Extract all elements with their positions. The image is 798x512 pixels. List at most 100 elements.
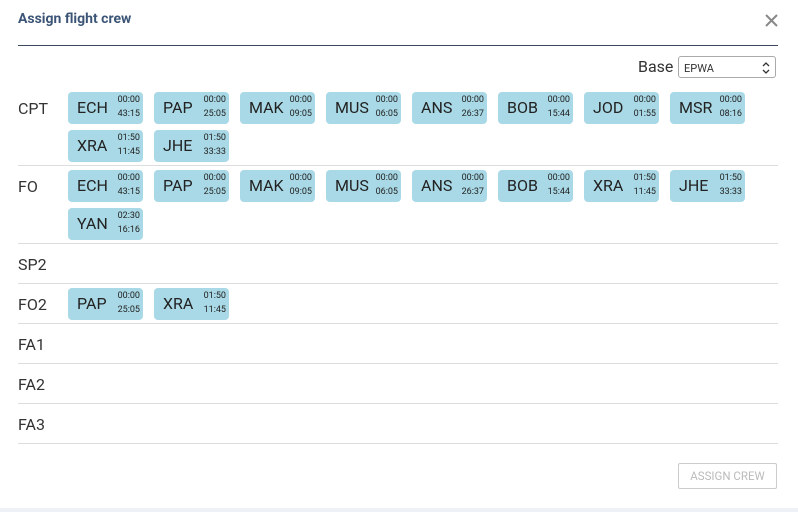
crew-time: 01:50 (203, 291, 226, 301)
crew-time: 25:05 (203, 109, 226, 119)
crew-time: 00:00 (203, 173, 226, 183)
crew-chip[interactable]: XRA 01:50 11:45 (154, 288, 229, 320)
crew-code: MUS (335, 176, 369, 195)
crew-code: ANS (421, 98, 453, 117)
crew-chip[interactable]: XRA 01:50 11:45 (584, 170, 659, 202)
crew-time: 26:37 (461, 187, 484, 197)
crew-code: JHE (679, 176, 709, 195)
crew-chip[interactable]: BOB 00:00 15:44 (498, 92, 573, 124)
crew-time: 00:00 (375, 173, 398, 183)
crew-time: 00:00 (117, 95, 140, 105)
crew-time: 00:00 (289, 95, 312, 105)
crew-time: 25:05 (117, 305, 140, 315)
crew-time: 11:45 (633, 187, 656, 197)
role-label: FO2 (18, 295, 47, 314)
assign-button[interactable]: ASSIGN CREW (678, 463, 777, 489)
crew-chip[interactable]: XRA 01:50 11:45 (68, 130, 143, 162)
crew-table: CPT ECH 00:00 43:15 PAP 00:00 25:05 MAK 00:00 09:… (18, 88, 778, 444)
divider (18, 45, 778, 46)
crew-code: PAP (163, 176, 193, 195)
crew-time: 15:44 (547, 109, 570, 119)
crew-time: 25:05 (203, 187, 226, 197)
crew-chip[interactable]: ANS 00:00 26:37 (412, 170, 487, 202)
crew-code: XRA (593, 176, 624, 195)
crew-time: 33:33 (719, 187, 742, 197)
crew-code: ECH (77, 98, 108, 117)
base-select[interactable]: EPWA (678, 56, 776, 78)
crew-chip[interactable]: BOB 00:00 15:44 (498, 170, 573, 202)
crew-time: 01:50 (203, 133, 226, 143)
crew-time: 02:30 (117, 211, 140, 221)
crew-time: 09:05 (289, 109, 312, 119)
crew-time: 11:45 (203, 305, 226, 315)
crew-chip[interactable]: JHE 01:50 33:33 (670, 170, 745, 202)
role-label: FA1 (18, 335, 45, 354)
crew-time: 43:15 (117, 109, 140, 119)
crew-chip[interactable]: ANS 00:00 26:37 (412, 92, 487, 124)
crew-time: 00:00 (117, 173, 140, 183)
crew-time: 01:50 (633, 173, 656, 183)
crew-time: 06:05 (375, 109, 398, 119)
crew-time: 09:05 (289, 187, 312, 197)
crew-time: 00:00 (461, 95, 484, 105)
crew-chip[interactable]: MSR 00:00 08:16 (670, 92, 745, 124)
crew-row: FA1 (18, 324, 778, 364)
crew-code: MAK (249, 98, 284, 117)
crew-time: 11:45 (117, 147, 140, 157)
crew-chip[interactable]: JHE 01:50 33:33 (154, 130, 229, 162)
crew-time: 33:33 (203, 147, 226, 157)
crew-code: XRA (77, 136, 108, 155)
crew-time: 43:15 (117, 187, 140, 197)
crew-code: ANS (421, 176, 453, 195)
role-label: CPT (18, 99, 49, 118)
crew-time: 00:00 (547, 173, 570, 183)
crew-time: 01:50 (117, 133, 140, 143)
crew-time: 01:50 (719, 173, 742, 183)
crew-chip[interactable]: ECH 00:00 43:15 (68, 92, 143, 124)
crew-row: FA2 (18, 364, 778, 404)
crew-time: 00:00 (203, 95, 226, 105)
crew-code: MSR (679, 98, 713, 117)
crew-time: 16:16 (117, 225, 140, 235)
crew-code: XRA (163, 294, 194, 313)
crew-time: 08:16 (719, 109, 742, 119)
crew-time: 00:00 (547, 95, 570, 105)
base-value: EPWA (684, 62, 714, 75)
crew-chip[interactable]: ECH 00:00 43:15 (68, 170, 143, 202)
crew-chip[interactable]: MAK 00:00 09:05 (240, 170, 315, 202)
role-label: FA2 (18, 375, 45, 394)
crew-code: PAP (163, 98, 193, 117)
select-arrows (762, 62, 770, 74)
role-label: SP2 (18, 255, 47, 274)
crew-time: 01:55 (633, 109, 656, 119)
crew-time: 00:00 (719, 95, 742, 105)
crew-row: FO ECH 00:00 43:15 PAP 00:00 25:05 MAK 00:00 09:0… (18, 166, 778, 244)
bottom-bar (0, 508, 798, 512)
crew-chip[interactable]: MUS 00:00 06:05 (326, 92, 401, 124)
crew-time: 00:00 (289, 173, 312, 183)
crew-chip[interactable]: MAK 00:00 09:05 (240, 92, 315, 124)
crew-row: CPT ECH 00:00 43:15 PAP 00:00 25:05 MAK 00:00 09:… (18, 88, 778, 166)
crew-code: JOD (593, 98, 624, 117)
close-button[interactable] (765, 14, 778, 27)
crew-code: BOB (507, 176, 538, 195)
crew-time: 15:44 (547, 187, 570, 197)
crew-chip[interactable]: MUS 00:00 06:05 (326, 170, 401, 202)
crew-chip[interactable]: YAN 02:30 16:16 (68, 208, 143, 240)
crew-time: 00:00 (117, 291, 140, 301)
crew-chip[interactable]: PAP 00:00 25:05 (68, 288, 143, 320)
crew-code: MUS (335, 98, 369, 117)
crew-chip[interactable]: PAP 00:00 25:05 (154, 92, 229, 124)
crew-code: BOB (507, 98, 538, 117)
crew-time: 00:00 (633, 95, 656, 105)
crew-row: FO2 PAP 00:00 25:05 XRA 01:50 11:45 (18, 284, 778, 324)
crew-chip[interactable]: PAP 00:00 25:05 (154, 170, 229, 202)
crew-chip[interactable]: JOD 00:00 01:55 (584, 92, 659, 124)
crew-row: SP2 (18, 244, 778, 284)
crew-time: 00:00 (375, 95, 398, 105)
crew-code: JHE (163, 136, 193, 155)
crew-code: PAP (77, 294, 107, 313)
crew-time: 00:00 (461, 173, 484, 183)
role-label: FA3 (18, 415, 45, 434)
